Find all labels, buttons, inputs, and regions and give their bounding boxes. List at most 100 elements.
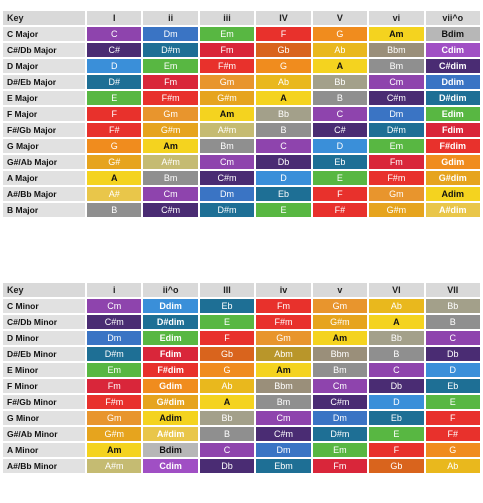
chord-cell: Bm <box>199 139 255 153</box>
major-key-row: G Major G Am Bm C D Em F#dim <box>3 139 480 153</box>
chord-cell: C# <box>312 123 368 137</box>
chord-cell: Ebm <box>256 459 311 473</box>
chord-cell: Em <box>369 139 424 153</box>
watermark-text: tutusba.co <box>84 240 180 259</box>
chord-cell: E <box>369 427 424 441</box>
key-name-cell: F#/Gb Major <box>3 123 85 137</box>
chord-cell: Ab <box>312 43 368 57</box>
minor-column-header: Key <box>3 283 85 297</box>
chord-cell: Gm <box>87 411 142 425</box>
minor-column-header: v <box>312 283 368 297</box>
chord-cell: Fdim <box>143 347 198 361</box>
chord-cell: C <box>256 139 311 153</box>
major-key-row: F Major F Gm Am Bb C Dm Edim <box>3 107 480 121</box>
chord-cell: Cm <box>369 75 424 89</box>
chord-cell: Ab <box>369 299 424 313</box>
chord-cell: A <box>369 315 424 329</box>
minor-key-row: G Minor Gm Adim Bb Cm Dm Eb F <box>3 411 480 425</box>
key-name-cell: G Minor <box>3 411 85 425</box>
chord-cell: Ab <box>256 75 311 89</box>
minor-key-chord-table: Key i ii^o III iv v VI VII C Minor Cm Ddim Eb Fm Gm A… <box>1 281 482 475</box>
minor-key-row: D#/Eb Minor D#m Fdim Gb Abm Bbm B Db <box>3 347 480 361</box>
chord-cell: F# <box>312 203 368 217</box>
chord-cell: G <box>199 363 255 377</box>
chord-cell: G <box>256 59 311 73</box>
minor-column-header: iv <box>256 283 311 297</box>
chord-cell: Abm <box>256 347 311 361</box>
chord-cell: Ddim <box>143 299 198 313</box>
minor-column-header: VII <box>425 283 480 297</box>
chord-cell: D# <box>87 75 142 89</box>
chord-cell: A <box>199 395 255 409</box>
chord-cell: C#m <box>312 395 368 409</box>
key-name-cell: C Minor <box>3 299 85 313</box>
chord-cell: Am <box>369 27 424 41</box>
minor-key-row: C#/Db Minor C#m D#dim E F#m G#m A B <box>3 315 480 329</box>
major-key-row: D Major D Em F#m G A Bm C#dim <box>3 59 480 73</box>
minor-column-header: III <box>199 283 255 297</box>
key-name-cell: D Major <box>3 59 85 73</box>
chord-cell: F#m <box>369 171 424 185</box>
chord-cell: Am <box>87 443 142 457</box>
chord-cell: Bb <box>199 411 255 425</box>
minor-key-row: G#/Ab Minor G#m A#dim B C#m D#m E F# <box>3 427 480 441</box>
key-name-cell: C#/Db Major <box>3 43 85 57</box>
minor-key-row: F Minor Fm Gdim Ab Bbm Cm Db Eb <box>3 379 480 393</box>
chord-cell: E <box>256 203 311 217</box>
major-column-header: iii <box>199 11 255 25</box>
chord-cell: Fm <box>312 459 368 473</box>
chord-cell: Gb <box>199 347 255 361</box>
chord-cell: Eb <box>199 299 255 313</box>
chord-cell: Fm <box>369 155 424 169</box>
chord-cell: Dm <box>256 443 311 457</box>
chord-cell: D <box>369 395 424 409</box>
chord-cell: A#dim <box>143 427 198 441</box>
chord-cell: Fm <box>87 379 142 393</box>
chord-cell: Em <box>312 443 368 457</box>
chord-cell: C# <box>87 43 142 57</box>
key-name-cell: C#/Db Minor <box>3 315 85 329</box>
chord-cell: G#dim <box>425 171 480 185</box>
chord-cell: A <box>312 59 368 73</box>
chord-cell: Bdim <box>143 443 198 457</box>
chord-cell: Ab <box>199 379 255 393</box>
chord-cell: F <box>199 331 255 345</box>
chord-cell: A# <box>87 187 142 201</box>
chord-cell: Gm <box>312 299 368 313</box>
chord-cell: Cm <box>199 155 255 169</box>
chord-cell: C <box>312 107 368 121</box>
chord-cell: G# <box>87 155 142 169</box>
chord-cell: Dm <box>199 187 255 201</box>
chord-cell: A#m <box>199 123 255 137</box>
chord-cell: Gm <box>256 331 311 345</box>
major-column-header: Key <box>3 11 85 25</box>
chord-cell: Cm <box>87 299 142 313</box>
chord-cell: G#dim <box>143 395 198 409</box>
key-name-cell: F Major <box>3 107 85 121</box>
chord-cell: Dm <box>312 411 368 425</box>
chord-cell: Gdim <box>425 155 480 169</box>
chord-cell: Eb <box>369 411 424 425</box>
chord-cell: Ab <box>425 459 480 473</box>
chord-cell: Bm <box>369 59 424 73</box>
chord-cell: C <box>199 443 255 457</box>
chord-cell: G <box>87 139 142 153</box>
major-key-row: A#/Bb Major A# Cm Dm Eb F Gm Adim <box>3 187 480 201</box>
chord-cell: F <box>87 107 142 121</box>
chord-cell: C <box>87 27 142 41</box>
key-name-cell: G Major <box>3 139 85 153</box>
major-column-header: IV <box>256 11 311 25</box>
chord-cell: Bb <box>425 299 480 313</box>
chord-cell: A#m <box>143 155 198 169</box>
major-key-row: A Major A Bm C#m D E F#m G#dim <box>3 171 480 185</box>
chord-cell: Adim <box>143 411 198 425</box>
minor-key-row: F#/Gb Minor F#m G#dim A Bm C#m D E <box>3 395 480 409</box>
minor-key-row: A#/Bb Minor A#m Cdim Db Ebm Fm Gb Ab <box>3 459 480 473</box>
key-name-cell: G#/Ab Major <box>3 155 85 169</box>
chord-cell: Edim <box>425 107 480 121</box>
chord-cell: Em <box>143 59 198 73</box>
minor-key-row: C Minor Cm Ddim Eb Fm Gm Ab Bb <box>3 299 480 313</box>
minor-column-header: ii^o <box>143 283 198 297</box>
chord-cell: C#m <box>199 171 255 185</box>
chord-cell: C <box>425 331 480 345</box>
